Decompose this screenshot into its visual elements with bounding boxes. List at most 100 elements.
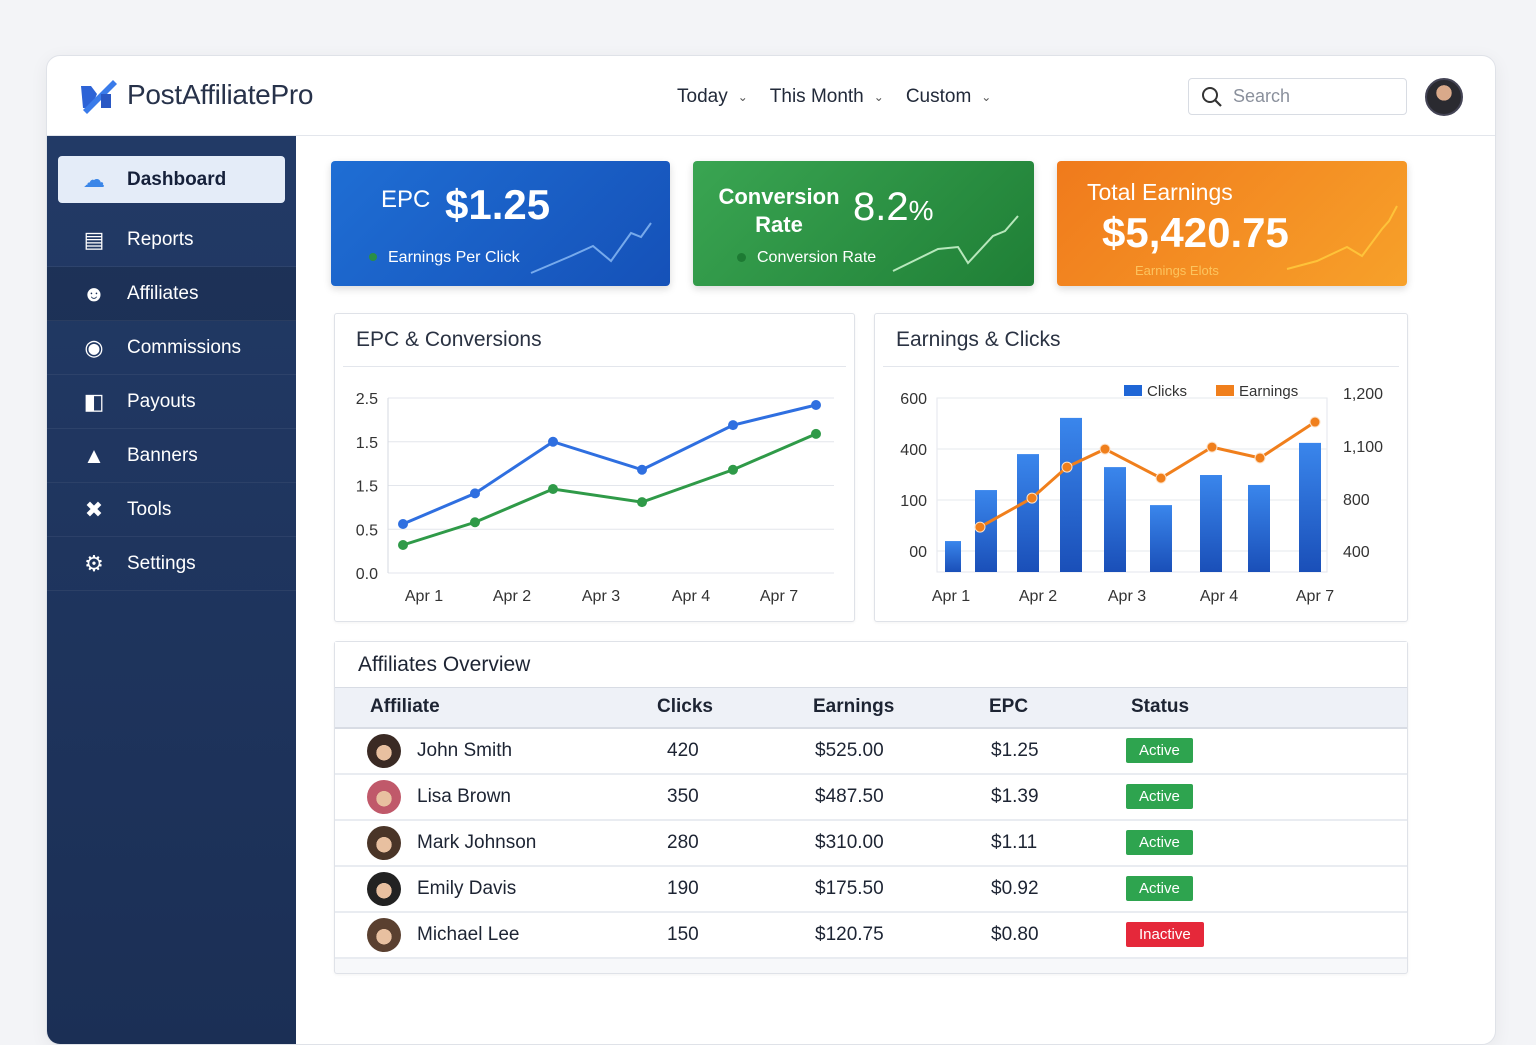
data-point xyxy=(728,420,738,431)
kpi-subtitle: Conversion Rate xyxy=(757,249,877,266)
clicks-cell: 280 xyxy=(625,819,785,867)
filter-label: This Month xyxy=(769,86,864,107)
cloud-icon: ☁ xyxy=(83,166,105,192)
banner-icon: ▲ xyxy=(83,442,105,468)
earnings-cell: $175.50 xyxy=(785,865,955,913)
data-point xyxy=(470,517,480,528)
data-point xyxy=(637,497,647,508)
kpi-label: EPC xyxy=(381,186,431,213)
kpi-subtitle: Earnings Elots xyxy=(1135,263,1219,278)
kpi-value: $5,420.75 xyxy=(1102,209,1289,256)
clicks-cell: 190 xyxy=(625,865,785,913)
chevron-down-icon: ⌄ xyxy=(873,90,884,104)
data-point xyxy=(1309,416,1321,428)
sidebar-item-commissions[interactable]: ◉ Commissions xyxy=(47,321,296,375)
sparkline-icon xyxy=(530,222,652,274)
table-row[interactable]: Michael Lee 150 $120.75 $0.80 Inactive xyxy=(335,911,1407,959)
sidebar-item-affiliates[interactable]: ☻ Affiliates xyxy=(47,267,296,321)
search-icon xyxy=(1202,86,1222,107)
payout-icon: ◧ xyxy=(83,388,105,414)
date-filters: Today ⌄ This Month ⌄ Custom ⌄ xyxy=(677,86,991,108)
y-left-tick-label: 600 xyxy=(900,391,927,408)
chevron-down-icon: ⌄ xyxy=(737,90,748,104)
status-dot-icon xyxy=(737,253,746,262)
y-tick-label: 1.5 xyxy=(356,435,378,452)
y-tick-label: 0.5 xyxy=(356,522,378,539)
column-header-clicks[interactable]: Clicks xyxy=(625,687,785,729)
user-avatar[interactable] xyxy=(1425,78,1463,116)
sparkline-icon xyxy=(892,215,1019,272)
data-point xyxy=(1026,492,1038,504)
column-header-affiliate[interactable]: Affiliate xyxy=(335,687,625,729)
epc-cell: $1.11 xyxy=(955,819,1095,867)
data-point xyxy=(1155,472,1167,484)
sidebar-item-tools[interactable]: ✖ Tools xyxy=(47,483,296,537)
epc-cell: $1.25 xyxy=(955,727,1095,775)
kpi-label: Total Earnings xyxy=(1087,179,1233,205)
x-tick-label: Apr 2 xyxy=(1019,588,1057,605)
data-point xyxy=(1254,452,1266,464)
affiliate-name: Michael Lee xyxy=(417,923,520,945)
data-point xyxy=(1099,443,1111,455)
sidebar-item-banners[interactable]: ▲ Banners xyxy=(47,429,296,483)
logo[interactable]: PostAffiliatePro xyxy=(79,76,313,114)
column-header-status[interactable]: Status xyxy=(1095,687,1407,729)
search-input[interactable] xyxy=(1233,86,1383,107)
epc-cell: $0.80 xyxy=(955,911,1095,959)
x-tick-label: Apr 4 xyxy=(1200,588,1238,605)
table-row[interactable]: Lisa Brown 350 $487.50 $1.39 Active xyxy=(335,773,1407,821)
report-icon: ▤ xyxy=(83,226,105,252)
series-line-1 xyxy=(402,432,817,547)
user-icon: ☻ xyxy=(82,280,106,306)
sidebar-item-reports[interactable]: ▤ Reports xyxy=(47,213,296,267)
sidebar-item-label: Affiliates xyxy=(127,282,199,304)
column-header-epc[interactable]: EPC xyxy=(955,687,1095,729)
affiliates-table: Affiliate Clicks Earnings EPC Status Joh… xyxy=(335,687,1407,959)
data-point xyxy=(398,540,408,550)
filter-this-month[interactable]: This Month ⌄ xyxy=(770,86,884,108)
table-row[interactable]: John Smith 420 $525.00 $1.25 Active xyxy=(335,727,1407,775)
earnings-cell: $120.75 xyxy=(785,911,955,959)
data-point xyxy=(811,400,821,410)
data-point xyxy=(811,428,821,439)
status-badge: Active xyxy=(1126,738,1193,763)
filter-today[interactable]: Today ⌄ xyxy=(677,86,748,108)
sidebar: ☁ Dashboard ▤ Reports ☻ Affiliates ◉ Commiss… xyxy=(47,136,296,1044)
column-header-earnings[interactable]: Earnings xyxy=(785,687,955,729)
status-dot-icon xyxy=(369,253,377,261)
legend-label-earnings: Earnings xyxy=(1239,383,1298,400)
affiliate-avatar xyxy=(367,825,401,860)
panel-title: Earnings & Clicks xyxy=(896,328,1061,351)
kpi-card-conversion-rate: Conversion Rate 8.2% Conversion Rate xyxy=(693,161,1034,286)
bar-clicks xyxy=(975,490,997,572)
legend-label-clicks: Clicks xyxy=(1147,383,1187,400)
epc-conversions-chart-panel: EPC & Conversions 2.5 1.5 1.5 0.5 0.0 Apr 1 Ap… xyxy=(334,313,855,622)
kpi-label: Conversion Rate xyxy=(718,184,840,237)
affiliate-avatar xyxy=(367,779,401,814)
kpi-subtitle: Earnings Per Click xyxy=(388,249,520,266)
table-row[interactable]: Emily Davis 190 $175.50 $0.92 Active xyxy=(335,865,1407,913)
sidebar-item-payouts[interactable]: ◧ Payouts xyxy=(47,375,296,429)
data-point xyxy=(548,436,558,447)
table-row[interactable]: Mark Johnson 280 $310.00 $1.11 Active xyxy=(335,819,1407,867)
x-tick-label: Apr 7 xyxy=(1296,588,1334,605)
y-right-tick-label: 1,200 xyxy=(1343,386,1383,403)
search-box[interactable] xyxy=(1188,78,1407,115)
sidebar-item-label: Tools xyxy=(127,498,172,520)
epc-cell: $1.39 xyxy=(955,773,1095,821)
data-point xyxy=(974,521,986,533)
data-point xyxy=(398,519,408,529)
sidebar-item-label: Reports xyxy=(127,228,194,250)
chevron-down-icon: ⌄ xyxy=(981,90,992,104)
filter-custom[interactable]: Custom ⌄ xyxy=(906,86,992,108)
filter-label: Custom xyxy=(905,86,972,107)
sidebar-item-settings[interactable]: ⚙ Settings xyxy=(47,537,296,591)
filter-label: Today xyxy=(677,86,728,107)
y-left-tick-label: 00 xyxy=(909,544,927,561)
bar-clicks xyxy=(1248,484,1270,572)
top-header: PostAffiliatePro Today ⌄ This Month ⌄ Cust… xyxy=(47,56,1495,136)
affiliate-name: John Smith xyxy=(417,739,513,761)
sidebar-item-dashboard[interactable]: ☁ Dashboard xyxy=(58,156,285,203)
status-badge: Active xyxy=(1126,876,1193,901)
data-point xyxy=(1206,441,1218,453)
